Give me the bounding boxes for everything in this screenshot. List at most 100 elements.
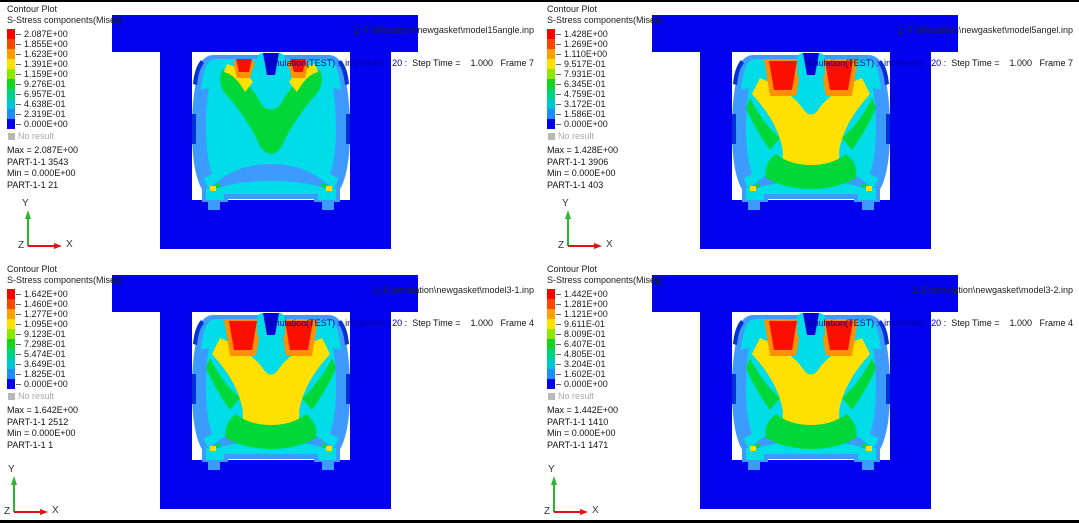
- legend-tick: [556, 33, 561, 35]
- axis-arrows-icon: [550, 475, 589, 516]
- legend-row: 1.460E+00: [7, 299, 123, 309]
- y-axis-label: Y: [22, 198, 29, 209]
- z-axis-label: Z: [544, 506, 551, 517]
- legend-row: 1.602E-01: [547, 369, 663, 379]
- legend-tick: [556, 383, 561, 385]
- legend-color-chip: [547, 299, 555, 309]
- legend-tick: [16, 333, 21, 335]
- legend-color-chip: [7, 39, 15, 49]
- min-entity-label: PART-1-1 1: [7, 439, 54, 450]
- legend-tick: [556, 83, 561, 85]
- legend-color-chip: [7, 109, 15, 119]
- max-value-label: Max = 2.087E+00: [7, 145, 79, 155]
- loadcase-label: simulation(TEST) : increment 20 :: [804, 58, 952, 68]
- axis-triad: Y Z X: [16, 198, 86, 260]
- legend-tick: [556, 113, 561, 115]
- legend-tick: [16, 383, 21, 385]
- legend-tick: [556, 373, 561, 375]
- legend-row: 0.000E+00: [7, 119, 123, 129]
- legend-tick: [16, 323, 21, 325]
- legend-tick: [16, 303, 21, 305]
- legend-level-value: 1.391E+00: [24, 59, 68, 69]
- bottom-border: [0, 520, 1079, 523]
- legend-level-value: 2.319E-01: [24, 109, 66, 119]
- no-result-row: No result: [7, 391, 123, 401]
- legend-title: Contour Plot: [7, 264, 58, 274]
- min-entity-label: PART-1-1 1471: [547, 439, 609, 450]
- contour-legend: Contour Plot S-Stress components(Mises) …: [7, 4, 123, 191]
- legend-color-chip: [547, 329, 555, 339]
- legend-subtitle: S-Stress components(Mises): [547, 275, 663, 285]
- legend-level-value: 1.442E+00: [564, 289, 608, 299]
- legend-tick: [556, 333, 561, 335]
- legend-row: 1.586E-01: [547, 109, 663, 119]
- no-result-label: No result: [558, 391, 595, 401]
- legend-level-value: 1.602E-01: [564, 369, 606, 379]
- legend-row: 0.000E+00: [547, 119, 663, 129]
- legend-color-chip: [7, 329, 15, 339]
- loadstep-line: simulation(TEST) : increment 20 : Step T…: [805, 318, 1073, 329]
- min-entity-label: PART-1-1 403: [547, 179, 604, 190]
- legend-row: 6.957E-01: [7, 89, 123, 99]
- legend-tick: [556, 303, 561, 305]
- legend-tick: [556, 313, 561, 315]
- legend-tick: [16, 293, 21, 295]
- legend-level-value: 1.269E+00: [564, 39, 608, 49]
- legend-color-chip: [7, 339, 15, 349]
- legend-color-chip: [7, 369, 15, 379]
- legend-level-value: 8.009E-01: [564, 329, 606, 339]
- max-value-label: Max = 1.442E+00: [547, 405, 619, 415]
- axis-arrows-icon: [564, 209, 603, 250]
- legend-title: Contour Plot: [547, 264, 598, 274]
- legend-color-chip: [7, 49, 15, 59]
- no-result-label: No result: [18, 131, 55, 141]
- axis-triad: Y Z X: [542, 464, 612, 520]
- legend-color-chip: [7, 289, 15, 299]
- legend-color-chip: [7, 79, 15, 89]
- legend-level-value: 7.931E-01: [564, 69, 606, 79]
- legend-row: 9.517E-01: [547, 59, 663, 69]
- legend-color-chip: [547, 349, 555, 359]
- legend-level-value: 4.759E-01: [564, 89, 606, 99]
- legend-subtitle: S-Stress components(Mises): [7, 275, 123, 285]
- legend-color-chip: [547, 309, 555, 319]
- legend-level-value: 1.428E+00: [564, 29, 608, 39]
- legend-tick: [556, 93, 561, 95]
- viewport-top-right: 1: F:\simulation\newgasket\model5angel.i…: [540, 2, 1079, 262]
- legend-color-chip: [7, 99, 15, 109]
- legend-color-chip: [7, 119, 15, 129]
- loadstep-line: simulation(TEST) : increment 20 : Step T…: [266, 58, 534, 69]
- y-axis-label: Y: [562, 198, 569, 209]
- min-value-label: Min = 0.000E+00: [547, 168, 616, 178]
- legend-color-chip: [547, 339, 555, 349]
- legend-row: 1.269E+00: [547, 39, 663, 49]
- legend-tick: [556, 103, 561, 105]
- legend-level-value: 0.000E+00: [564, 379, 608, 389]
- legend-color-chip: [7, 379, 15, 389]
- legend-color-chip: [547, 29, 555, 39]
- model-file-path: 1: F:\simulation\newgasket\model15angle.…: [353, 25, 534, 35]
- viewport-bottom-left: 1: F:\simulation\newgasket\model3-1.inp …: [0, 262, 540, 520]
- no-result-label: No result: [558, 131, 595, 141]
- legend-level-value: 6.957E-01: [24, 89, 66, 99]
- minmax-stats: Max = 1.428E+00 PART-1-1 3906 Min = 0.00…: [547, 145, 663, 191]
- legend-row: 1.159E+00: [7, 69, 123, 79]
- minmax-stats: Max = 2.087E+00 PART-1-1 3543 Min = 0.00…: [7, 145, 123, 191]
- legend-tick: [556, 73, 561, 75]
- legend-tick: [16, 373, 21, 375]
- legend-level-value: 1.586E-01: [564, 109, 606, 119]
- legend-tick: [556, 323, 561, 325]
- axis-arrows-icon: [10, 475, 49, 516]
- legend-level-value: 1.277E+00: [24, 309, 68, 319]
- legend-tick: [16, 53, 21, 55]
- legend-color-chip: [7, 29, 15, 39]
- legend-row: 3.649E-01: [7, 359, 123, 369]
- legend-tick: [16, 33, 21, 35]
- max-value-label: Max = 1.642E+00: [7, 405, 79, 415]
- legend-row: 1.281E+00: [547, 299, 663, 309]
- legend-row: 1.095E+00: [7, 319, 123, 329]
- legend-color-chip: [7, 309, 15, 319]
- step-time-label: Step Time = 1.000 Frame 4: [412, 318, 534, 328]
- legend-row: 1.642E+00: [7, 289, 123, 299]
